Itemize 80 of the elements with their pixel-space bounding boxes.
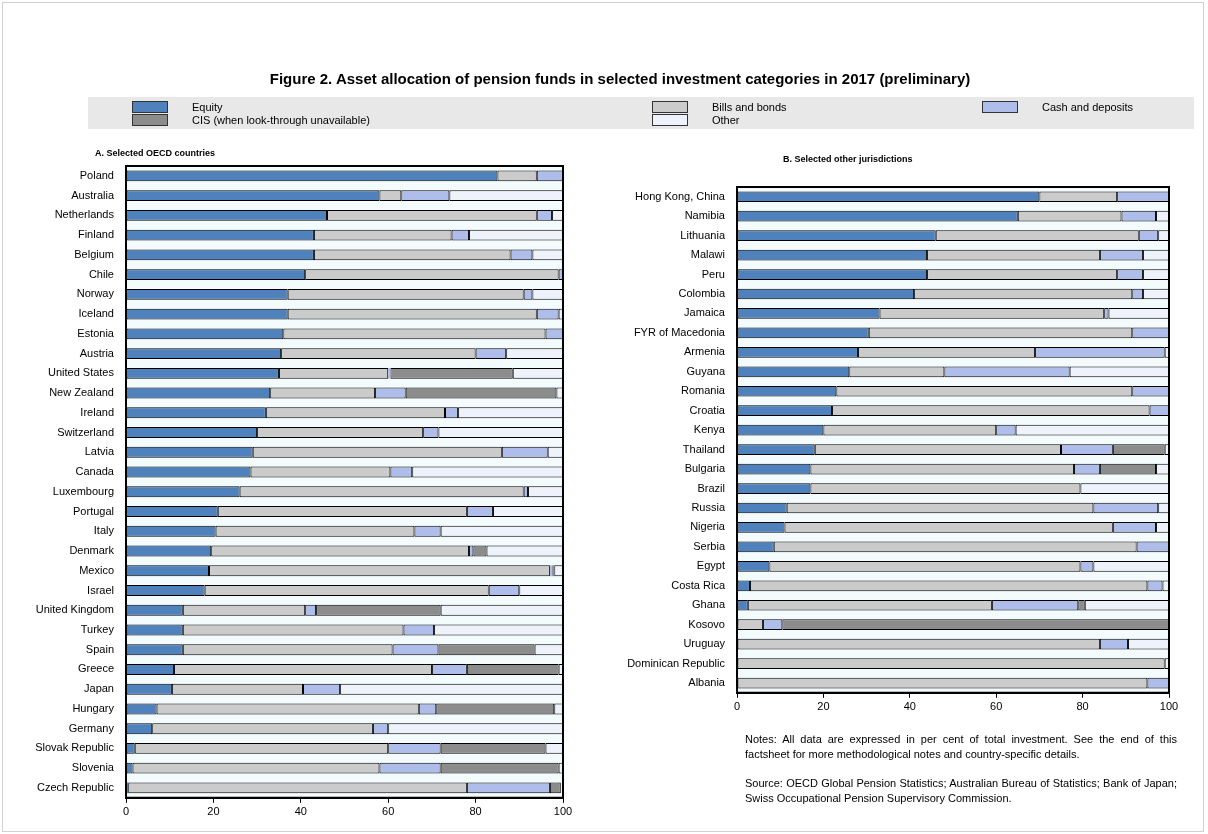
legend-label: CIS (when look-through unavailable): [192, 114, 370, 126]
y-tick-label: Armenia: [684, 345, 726, 358]
y-tick-label: Israel: [87, 583, 114, 596]
y-tick-label: Bulgaria: [684, 462, 726, 475]
y-tick-label: Luxembourg: [52, 484, 114, 497]
y-tick-label: Spain: [85, 642, 114, 655]
y-tick-label: Dominican Republic: [627, 656, 726, 669]
x-tick-label: 80: [469, 805, 482, 818]
y-tick-label: Egypt: [696, 559, 725, 572]
y-tick-label: Malawi: [690, 248, 725, 261]
y-tick-label: Italy: [93, 524, 115, 537]
source-note: Source: OECD Global Pension Statistics; Australian Bureau of Statistics; Bank of Japan; Swiss Occupational Pension Supervisory Commission.: [745, 776, 1177, 806]
x-tick-label: 60: [382, 805, 395, 818]
y-tick-label: Netherlands: [54, 208, 115, 221]
x-tick-label: 40: [903, 700, 916, 713]
y-tick-label: Costa Rica: [671, 578, 726, 591]
y-tick-label: Chile: [88, 267, 114, 280]
y-tick-label: Greece: [77, 662, 114, 675]
y-tick-label: Peru: [701, 267, 725, 280]
y-tick-label: Colombia: [678, 287, 726, 300]
y-tick-label: Japan: [84, 682, 114, 695]
x-tick-label: 20: [817, 700, 830, 713]
y-tick-label: Switzerland: [57, 425, 114, 438]
y-tick-label: Lithuania: [680, 228, 726, 241]
chart-subtitle: A. Selected OECD countries: [95, 148, 216, 158]
y-tick-label: United Kingdom: [35, 603, 114, 616]
y-tick-label: Romania: [680, 384, 726, 397]
x-tick-label: 40: [294, 805, 307, 818]
y-tick-label: Guyana: [686, 364, 726, 377]
y-tick-label: Slovenia: [71, 761, 115, 774]
y-tick-label: Ghana: [691, 598, 726, 611]
x-tick-label: 0: [122, 805, 130, 818]
y-tick-label: FYR of Macedonia: [633, 325, 726, 338]
legend-label: Other: [712, 114, 740, 126]
y-tick-label: Germany: [68, 721, 115, 734]
y-tick-label: Turkey: [80, 623, 115, 636]
y-tick-label: Portugal: [73, 504, 114, 517]
y-tick-label: Ireland: [80, 405, 114, 418]
x-tick-label: 60: [990, 700, 1003, 713]
x-tick-label: 100: [1159, 700, 1179, 713]
y-tick-label: Jamaica: [684, 306, 726, 319]
y-tick-label: Finland: [77, 228, 114, 241]
x-tick-label: 0: [733, 700, 741, 713]
legend-label: Cash and deposits: [1042, 101, 1134, 113]
y-tick-label: Uruguay: [683, 637, 726, 650]
x-tick-label: 80: [1076, 700, 1089, 713]
y-tick-label: Hungary: [72, 701, 115, 714]
y-tick-label: Hong Kong, China: [635, 189, 726, 202]
y-tick-label: Croatia: [689, 403, 726, 416]
text: Notes: All data are expressed in per cent of total investment. See the end of this factsheet for more methodological notes and country-specific details.: [745, 732, 1177, 762]
y-tick-label: Czech Republic: [36, 780, 115, 793]
y-tick-label: Serbia: [693, 539, 726, 552]
y-tick-label: Australia: [71, 188, 115, 201]
y-tick-label: Namibia: [684, 209, 726, 222]
chart-title: B. Selected other jurisdictions: [783, 154, 913, 164]
y-tick-label: Thailand: [682, 442, 725, 455]
x-tick-label: 100: [553, 805, 573, 818]
y-tick-label: Poland: [79, 168, 114, 181]
y-tick-label: Russia: [691, 501, 726, 514]
y-tick-label: Estonia: [77, 326, 115, 339]
y-tick-label: Kosovo: [688, 617, 725, 630]
y-tick-label: Nigeria: [690, 520, 726, 533]
legend-label: Equity: [192, 101, 223, 113]
text: Figure 2. Asset allocation of pension funds in selected investment categories in 2017 (preliminary): [268, 70, 972, 87]
y-tick-label: Brazil: [697, 481, 725, 494]
y-tick-label: New Zealand: [49, 386, 114, 399]
y-tick-label: Belgium: [74, 247, 114, 260]
y-tick-label: Norway: [76, 287, 115, 300]
x-tick-label: 20: [207, 805, 220, 818]
y-tick-label: Austria: [79, 346, 115, 359]
y-tick-label: Latvia: [84, 445, 115, 458]
y-tick-label: Canada: [75, 465, 115, 478]
y-tick-label: Kenya: [693, 423, 726, 436]
y-tick-label: Albania: [688, 676, 726, 689]
y-tick-label: Slovak Republic: [35, 741, 115, 754]
y-tick-label: United States: [47, 366, 115, 379]
y-tick-label: Denmark: [69, 544, 115, 557]
y-tick-label: Mexico: [79, 563, 114, 576]
legend-label: Bills and bonds: [712, 101, 787, 113]
y-tick-label: Iceland: [78, 307, 114, 320]
